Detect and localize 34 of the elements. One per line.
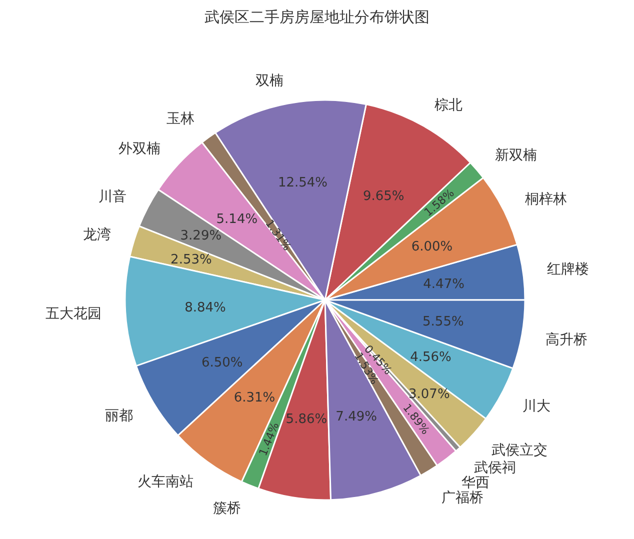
slice-label: 桐梓林 <box>524 192 567 208</box>
slice-label: 川音 <box>98 189 126 206</box>
slice-label: 川大 <box>522 398 550 415</box>
slice-label: 龙湾 <box>82 226 111 243</box>
data-label: 7.49% <box>336 409 377 424</box>
slice-label: 武侯立交 <box>492 442 548 459</box>
slice-label: 广福桥 <box>442 490 484 506</box>
slice-label: 红牌楼 <box>546 262 589 278</box>
slice-label: 棕北 <box>434 97 462 114</box>
data-label: 5.14% <box>216 212 258 228</box>
data-label: 12.54% <box>278 176 328 191</box>
data-label: 2.53% <box>170 252 212 268</box>
slice-label: 外双楠 <box>118 140 161 157</box>
data-label: 3.29% <box>180 228 222 244</box>
slice-label: 簇桥 <box>212 500 241 517</box>
data-label: 6.50% <box>201 355 243 370</box>
data-label: 4.47% <box>423 276 464 292</box>
data-label: 4.56% <box>410 350 452 366</box>
data-label: 5.55% <box>422 314 464 330</box>
slice-label: 五大花园 <box>45 306 102 322</box>
data-label: 5.86% <box>286 412 328 428</box>
slice-label: 新双楠 <box>495 147 538 164</box>
slice-label: 玉林 <box>166 110 195 127</box>
chart-title: 武侯区二手房房屋地址分布饼状图 <box>204 8 430 26</box>
data-label: 9.65% <box>362 188 404 204</box>
data-label: 6.00% <box>411 239 453 254</box>
data-label: 6.31% <box>234 390 276 406</box>
slice-label: 华西 <box>461 475 490 492</box>
slice-label: 武侯祠 <box>474 460 516 476</box>
slice-label: 火车南站 <box>137 474 194 490</box>
slice-label: 双楠 <box>255 72 284 89</box>
slice-label: 高升桥 <box>546 332 588 348</box>
slice-label: 丽都 <box>104 408 133 424</box>
data-label: 8.84% <box>184 300 226 316</box>
